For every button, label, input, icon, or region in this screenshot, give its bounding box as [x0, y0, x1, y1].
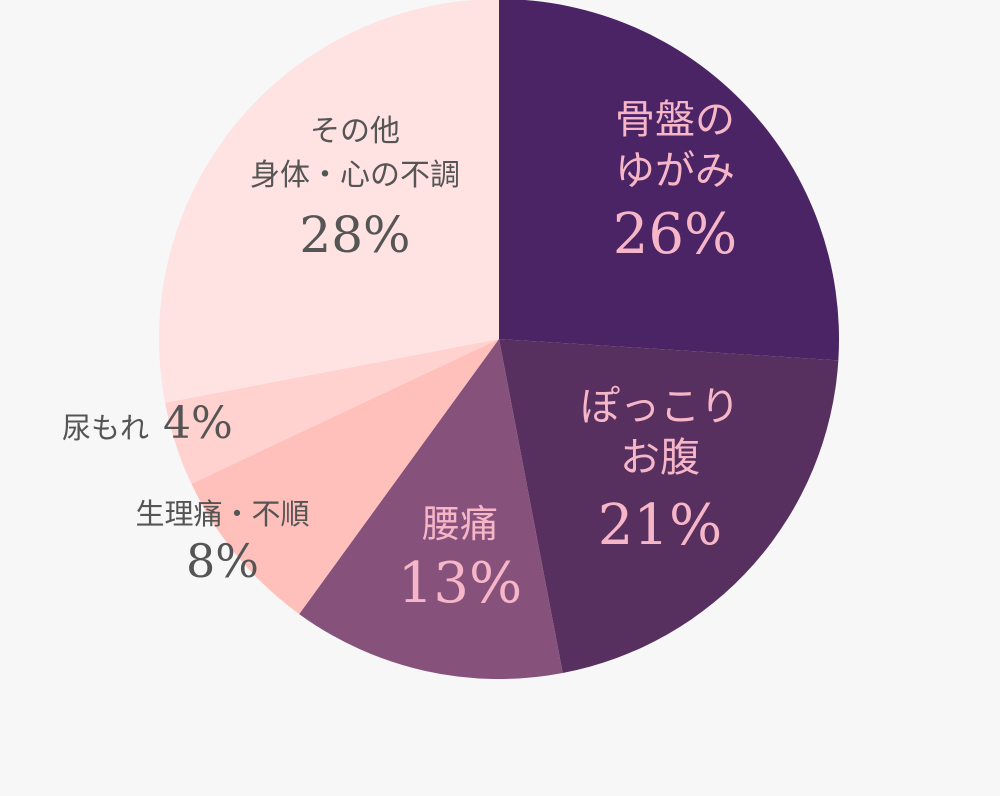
label-belly-percent: 21%	[597, 493, 723, 559]
pie-slice-urine	[165, 339, 499, 484]
label-back-name: 腰痛	[421, 502, 498, 546]
pie-slice-belly	[499, 339, 839, 673]
label-back-percent: 13%	[397, 550, 523, 616]
label-other-name-2: 身体・心の不調	[250, 157, 460, 193]
label-period-name: 生理痛・不順	[135, 497, 310, 531]
pie-slice-period	[191, 339, 500, 615]
label-period: 生理痛・不順 8%	[95, 497, 350, 589]
pie-slice-other	[159, 0, 499, 403]
label-urine-name: 尿もれ	[62, 411, 150, 445]
pie-slice-pelvis	[499, 0, 839, 361]
label-other-name-1: その他	[310, 114, 400, 149]
label-pelvis-name-2: ゆがみ	[615, 148, 735, 195]
label-other-percent: 28%	[299, 206, 411, 264]
label-back: 腰痛 13%	[350, 502, 570, 617]
label-period-percent: 8%	[186, 533, 259, 588]
label-pelvis: 骨盤の ゆがみ 26%	[510, 95, 840, 269]
label-urine-percent: 4%	[163, 398, 233, 449]
label-pelvis-percent: 26%	[612, 202, 738, 268]
pie-slice-back	[299, 339, 563, 680]
label-belly-name-2: お腹	[620, 435, 700, 482]
label-belly-name-1: ぽっこり	[580, 384, 740, 430]
label-urine: 尿もれ 4%	[62, 398, 233, 451]
label-belly: ぽっこり お腹 21%	[500, 382, 820, 560]
label-pelvis-name-1: 骨盤の	[615, 97, 735, 143]
label-other: その他 身体・心の不調 28%	[200, 110, 510, 265]
